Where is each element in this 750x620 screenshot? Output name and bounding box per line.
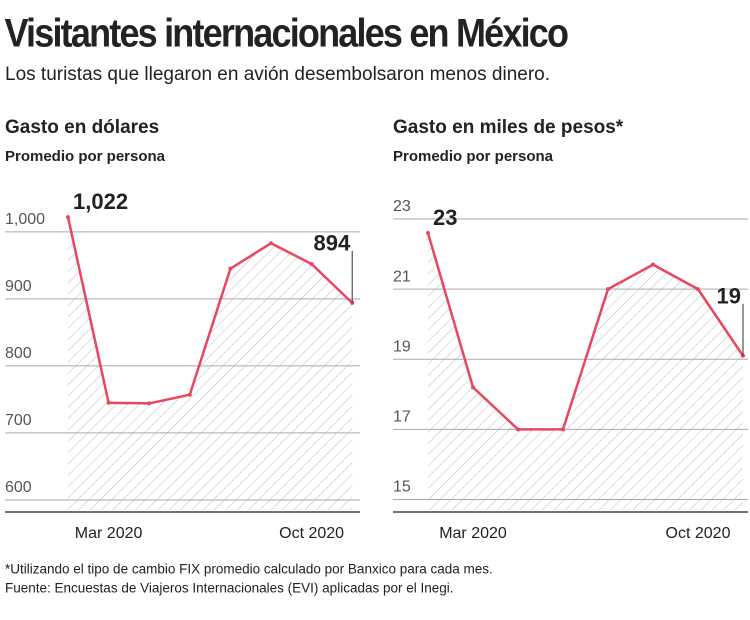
chart-title: Gasto en miles de pesos*: [393, 117, 624, 138]
page-title: Visitantes internacionales en México: [5, 12, 568, 56]
chart-subtitle: Promedio por persona: [5, 148, 166, 165]
point: [147, 401, 152, 406]
x-tick-label: Mar 2020: [439, 525, 507, 542]
value-label: 23: [433, 205, 457, 230]
y-tick-label: 17: [393, 409, 411, 426]
chart-subtitle: Promedio por persona: [393, 148, 554, 165]
line: [66, 216, 354, 405]
point: [696, 287, 700, 292]
source: Fuente: Encuestas de Viajeros Internacio…: [5, 581, 454, 596]
value-label: 1,022: [73, 189, 128, 214]
y-tick-label: 19: [393, 338, 411, 355]
point: [228, 266, 233, 271]
page-subtitle: Los turistas que llegaron en avión desem…: [5, 64, 550, 85]
x-tick-label: Oct 2020: [279, 525, 344, 542]
y-tick-label: 800: [5, 345, 32, 362]
y-tick-label: 21: [393, 268, 411, 285]
x-tick-label: Oct 2020: [666, 525, 731, 542]
point: [561, 427, 565, 432]
y-tick-label: 1,000: [5, 211, 45, 228]
chart-title: Gasto en dólares: [5, 117, 159, 138]
point: [516, 427, 520, 432]
point: [106, 400, 111, 405]
point: [426, 231, 430, 236]
point: [651, 262, 655, 267]
area-hatch: [428, 233, 743, 511]
point: [66, 215, 70, 220]
y-tick-label: 15: [393, 479, 411, 496]
point: [309, 261, 314, 266]
value-label: 19: [717, 284, 741, 309]
y-tick-label: 600: [5, 479, 32, 496]
y-tick-label: 900: [5, 278, 32, 295]
line: [426, 232, 745, 431]
value-label: 894: [313, 231, 350, 256]
y-tick-label: 700: [5, 412, 32, 429]
point: [606, 287, 610, 292]
area-hatch: [68, 217, 353, 511]
point: [471, 385, 475, 390]
x-tick-label: Mar 2020: [75, 525, 143, 542]
footnote: *Utilizando el tipo de cambio FIX promed…: [5, 562, 493, 577]
point: [187, 392, 192, 397]
y-tick-label: 23: [393, 198, 411, 215]
point: [269, 241, 273, 246]
